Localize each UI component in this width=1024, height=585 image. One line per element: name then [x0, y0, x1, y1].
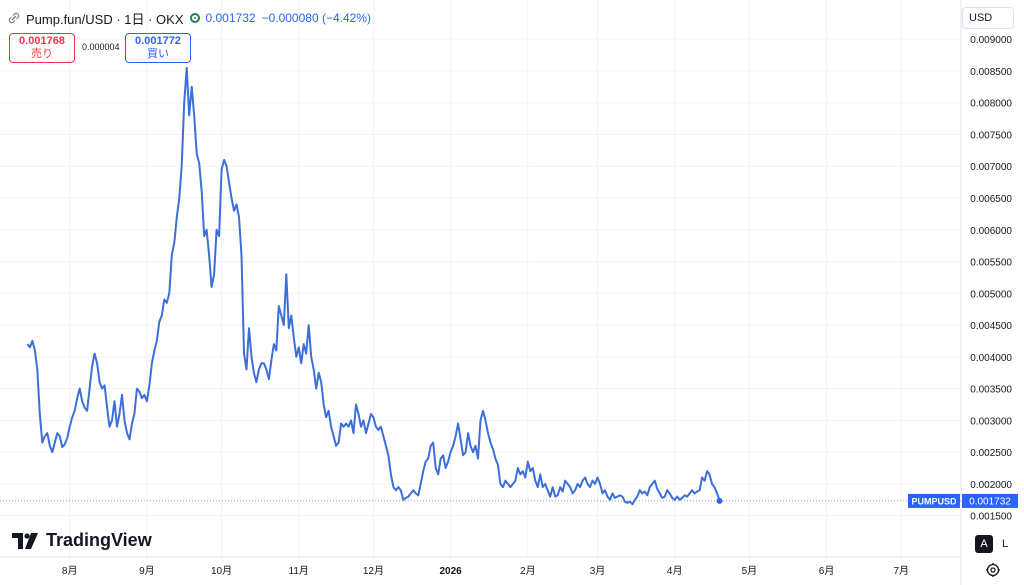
sell-price: 0.001768 — [19, 35, 65, 47]
tradingview-wordmark: TradingView — [46, 530, 152, 550]
auto-scale-button[interactable]: A — [975, 535, 993, 553]
spread-value: 0.000004 — [82, 42, 120, 52]
x-tick-label: 2026 — [439, 566, 462, 577]
price-change: −0.000080 (−4.42%) — [261, 11, 371, 25]
sell-button[interactable]: 0.001768 売り — [9, 33, 75, 63]
x-tick-label: 10月 — [211, 565, 232, 577]
currency-button[interactable]: USD — [962, 7, 1014, 29]
buy-button[interactable]: 0.001772 買い — [125, 33, 191, 63]
link-icon[interactable] — [8, 12, 20, 24]
price-label: PUMPUSD 0.001732 — [908, 493, 1018, 508]
sell-label: 売り — [31, 48, 53, 60]
buy-label: 買い — [147, 48, 169, 60]
last-price-dot — [716, 497, 723, 504]
y-tick-label: 0.003500 — [970, 385, 1012, 396]
y-tick-label: 0.006000 — [970, 226, 1012, 237]
market-status-icon — [189, 13, 200, 23]
y-tick-label: 0.002000 — [970, 480, 1012, 491]
x-tick-label: 9月 — [139, 565, 155, 577]
y-tick-label: 0.002500 — [970, 448, 1012, 459]
x-tick-label: 8月 — [62, 565, 78, 577]
y-tick-label: 0.005000 — [970, 289, 1012, 300]
y-tick-label: 0.003000 — [970, 416, 1012, 427]
y-tick-label: 0.008000 — [970, 99, 1012, 110]
y-tick-label: 0.008500 — [970, 67, 1012, 78]
x-tick-label: 11月 — [289, 565, 309, 577]
buy-price: 0.001772 — [135, 35, 181, 47]
x-tick-label: 3月 — [590, 565, 606, 577]
log-scale-button[interactable]: L — [1001, 538, 1009, 550]
y-tick-label: 0.004000 — [970, 353, 1012, 364]
x-tick-label: 2月 — [520, 565, 536, 577]
y-tick-label: 0.007000 — [970, 162, 1012, 173]
y-tick-label: 0.001500 — [970, 512, 1012, 523]
price-series-line[interactable] — [26, 66, 721, 506]
x-tick-label: 4月 — [667, 565, 683, 577]
x-tick-label: 6月 — [819, 565, 835, 577]
gear-icon[interactable] — [985, 562, 1001, 578]
y-tick-label: 0.006500 — [970, 194, 1012, 205]
tradingview-logo[interactable]: TradingView — [12, 530, 152, 551]
tradingview-logo-icon — [12, 532, 38, 549]
time-axis[interactable]: 8月 9月 10月 11月 12月 2026 2月 3月 4月 5月 6月 7月 — [62, 565, 909, 577]
y-tick-label: 0.007500 — [970, 130, 1012, 141]
y-tick-label: 0.005500 — [970, 258, 1012, 269]
y-tick-label: 0.004500 — [970, 321, 1012, 332]
last-price: 0.001732 — [205, 11, 256, 25]
price-axis[interactable]: 0.009000 0.008500 0.008000 0.007500 0.007000… — [970, 35, 1012, 522]
x-tick-label: 5月 — [742, 565, 758, 577]
x-tick-label: 7月 — [893, 565, 909, 577]
price-label-value: 0.001732 — [969, 496, 1011, 507]
x-tick-label: 12月 — [363, 565, 384, 577]
price-label-symbol: PUMPUSD — [911, 496, 957, 506]
symbol-title[interactable]: Pump.fun/USD · 1日 · OKX — [26, 11, 184, 27]
y-tick-label: 0.009000 — [970, 35, 1012, 46]
symbol-header[interactable]: Pump.fun/USD · 1日 · OKX 0.001732 −0.0000… — [8, 9, 371, 27]
